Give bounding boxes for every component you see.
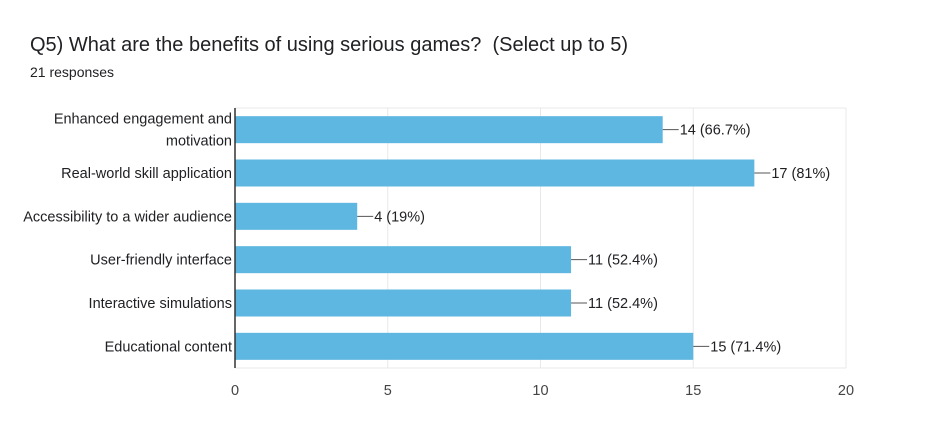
category-label: Educational content [105,339,232,355]
data-label: 17 (81%) [771,166,830,182]
response-count: 21 responses [30,64,115,80]
data-label: 4 (19%) [374,209,425,225]
bar [235,289,572,317]
x-tick-label: 20 [838,383,854,399]
bar [235,246,572,274]
x-tick-label: 5 [384,383,392,399]
bar [235,202,358,230]
question-title: Q5) What are the benefits of using serio… [30,34,629,56]
bar [235,116,663,144]
category-label: Enhanced engagement and [54,112,232,128]
category-label: motivation [166,134,232,150]
category-label: Real-world skill application [61,166,232,182]
bar [235,159,755,187]
bar [235,332,694,360]
data-label: 11 (52.4%) [588,296,658,312]
category-label: Interactive simulations [89,296,232,312]
x-tick-label: 0 [231,383,239,399]
category-label: Accessibility to a wider audience [23,209,232,225]
data-label: 14 (66.7%) [680,123,751,139]
data-label: 11 (52.4%) [588,253,658,269]
data-label: 15 (71.4%) [710,339,781,355]
x-tick-label: 10 [532,383,548,399]
x-tick-label: 15 [685,383,701,399]
category-label: User-friendly interface [90,253,232,269]
